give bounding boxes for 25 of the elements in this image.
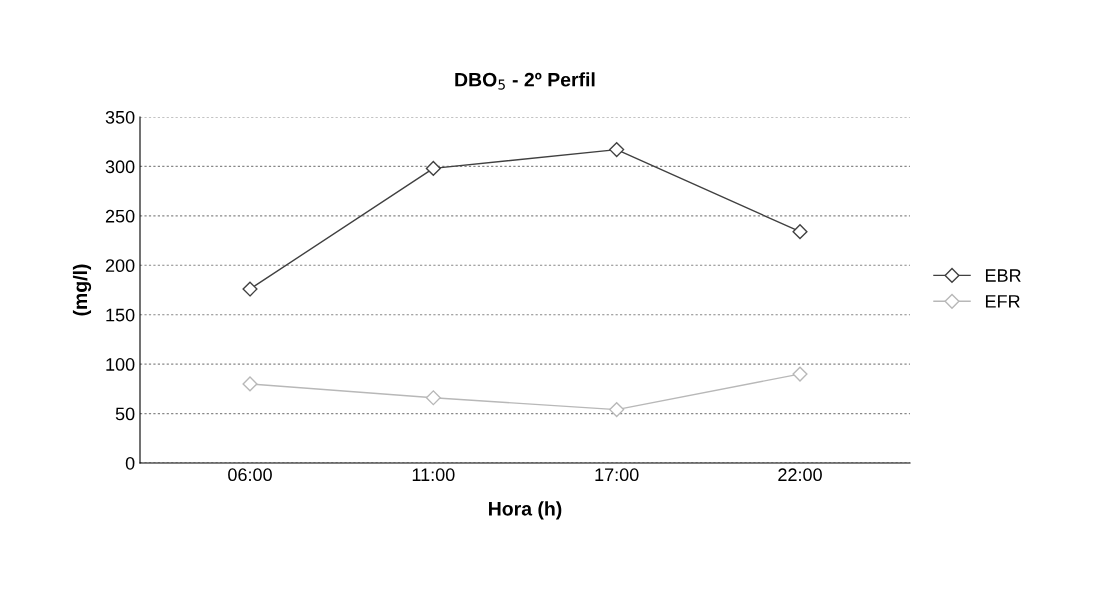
chart-title: DBO$_{5}$ - 2º Perfil: [455, 72, 595, 90]
y-tick-label: 0: [125, 456, 135, 470]
point: [425, 390, 441, 406]
legend-label: EFR: [985, 295, 1020, 308]
point: [425, 160, 441, 176]
y-tick-label: 150: [106, 308, 135, 322]
x-tick-label: 22:00: [778, 468, 822, 482]
point: [792, 224, 808, 240]
y-tick-label: 350: [105, 110, 135, 124]
x-axis-title: Hora (h): [489, 501, 562, 520]
y-tick-label: 100: [106, 358, 135, 371]
point: [792, 366, 808, 382]
y-tick-label: 50: [115, 407, 135, 421]
x-tick-label: 11:00: [412, 468, 455, 482]
legend-label: EBR: [985, 269, 1021, 282]
x-tick-label: 17:00: [595, 468, 639, 482]
y-axis-title: (mg/l): [72, 264, 92, 316]
x-tick-label: 06:00: [228, 468, 272, 482]
point: [242, 281, 258, 297]
point: [242, 376, 258, 392]
point: [609, 402, 625, 418]
y-tick-label: 200: [105, 259, 135, 273]
point: [609, 142, 625, 158]
y-tick-label: 250: [105, 209, 135, 223]
y-tick-label: 300: [105, 160, 135, 174]
